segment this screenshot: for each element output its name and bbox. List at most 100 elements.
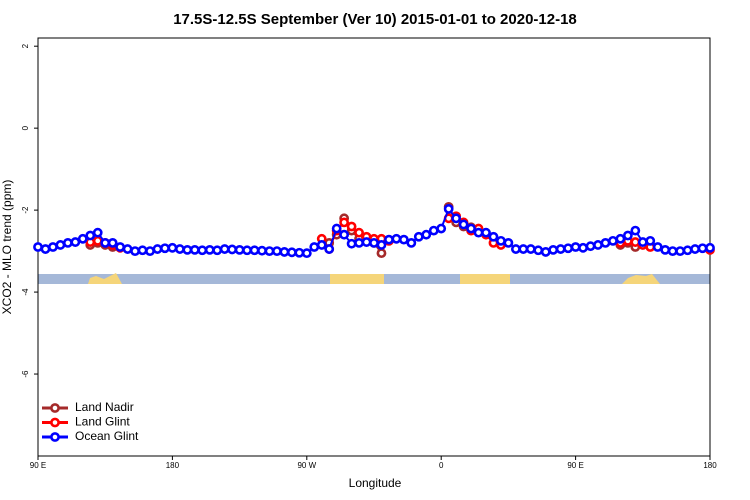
data-point: [234, 244, 245, 255]
data-point: [458, 219, 469, 230]
y-tick-label: -2: [21, 206, 30, 214]
data-point: [675, 246, 686, 256]
data-point: [137, 245, 148, 256]
legend-marker: [50, 432, 60, 442]
data-point: [122, 244, 133, 254]
y-axis-title: XCO2 - MLO trend (ppm): [0, 180, 14, 315]
data-point: [496, 235, 506, 246]
chart-title: 17.5S-12.5S September (Ver 10) 2015-01-0…: [173, 11, 577, 28]
data-point: [249, 245, 260, 256]
data-point: [130, 246, 140, 256]
data-point: [436, 223, 447, 234]
data-point: [92, 235, 103, 246]
data-point: [197, 245, 208, 256]
data-point: [570, 242, 581, 252]
legend-label: Land Nadir: [75, 400, 134, 414]
data-point: [212, 245, 223, 256]
data-point: [301, 248, 312, 259]
data-point: [682, 245, 693, 256]
y-tick-label: 2: [21, 43, 30, 48]
data-point: [85, 230, 96, 241]
data-point: [339, 217, 350, 228]
data-point: [667, 246, 678, 256]
data-point: [369, 238, 379, 248]
data-point: [652, 242, 663, 252]
data-point: [406, 238, 417, 248]
data-point: [585, 241, 596, 252]
data-point: [346, 221, 357, 232]
land-patch: [88, 273, 122, 284]
data-point: [443, 203, 454, 214]
data-point: [398, 234, 409, 245]
data-point: [413, 231, 424, 242]
data-point: [600, 238, 611, 248]
data-point: [563, 243, 574, 254]
y-tick-label: -6: [21, 370, 30, 378]
data-point: [518, 244, 529, 254]
data-point: [593, 240, 603, 250]
data-point: [182, 244, 193, 255]
land-mask: [38, 273, 710, 284]
data-point: [77, 233, 88, 244]
data-point: [630, 225, 641, 236]
data-point: [70, 237, 81, 247]
data-point: [488, 231, 499, 242]
data-point: [421, 229, 432, 240]
land-patch: [622, 274, 660, 284]
data-point: [316, 240, 327, 250]
legend-label: Ocean Glint: [75, 429, 139, 443]
data-point: [107, 238, 118, 248]
data-point: [361, 237, 372, 247]
data-point: [324, 244, 335, 254]
data-point: [540, 247, 551, 257]
data-point: [391, 233, 402, 244]
data-point: [160, 243, 170, 254]
data-point: [167, 242, 178, 253]
data-point: [466, 223, 476, 234]
data-point: [354, 238, 364, 248]
y-tick-label: 0: [21, 125, 30, 130]
data-point: [227, 244, 238, 255]
data-point: [279, 247, 290, 257]
data-point: [637, 237, 648, 247]
x-tick-label: 90 W: [297, 461, 316, 470]
data-point: [346, 238, 357, 249]
data-point: [645, 235, 656, 246]
x-tick-label: 180: [166, 461, 180, 470]
x-tick-label: 0: [439, 461, 444, 470]
legend-label: Land Glint: [75, 415, 130, 429]
data-point: [481, 227, 491, 238]
data-point: [690, 244, 700, 254]
data-point: [40, 244, 51, 254]
data-point: [257, 245, 267, 256]
data-point: [451, 213, 462, 224]
data-point: [578, 242, 588, 253]
data-point: [48, 242, 58, 252]
data-point: [152, 244, 163, 254]
data-point: [189, 244, 200, 255]
data-point: [697, 243, 708, 254]
data-point: [145, 246, 155, 256]
data-point: [272, 246, 282, 256]
data-point: [242, 245, 252, 256]
x-tick-label: 180: [703, 461, 717, 470]
data-point: [622, 230, 633, 241]
x-tick-label: 90 E: [567, 461, 583, 470]
data-point: [384, 234, 394, 245]
data-point: [339, 229, 350, 240]
data-point: [264, 246, 275, 256]
data-point: [294, 247, 305, 258]
data-point: [503, 238, 514, 248]
data-point: [510, 244, 521, 254]
data-point: [473, 227, 484, 238]
data-point: [376, 240, 387, 250]
data-point: [354, 227, 364, 238]
data-point: [428, 225, 439, 236]
legend-marker: [50, 403, 60, 413]
data-point: [92, 227, 103, 238]
data-point: [533, 245, 544, 256]
land-patch: [460, 274, 510, 284]
data-point: [33, 242, 43, 252]
